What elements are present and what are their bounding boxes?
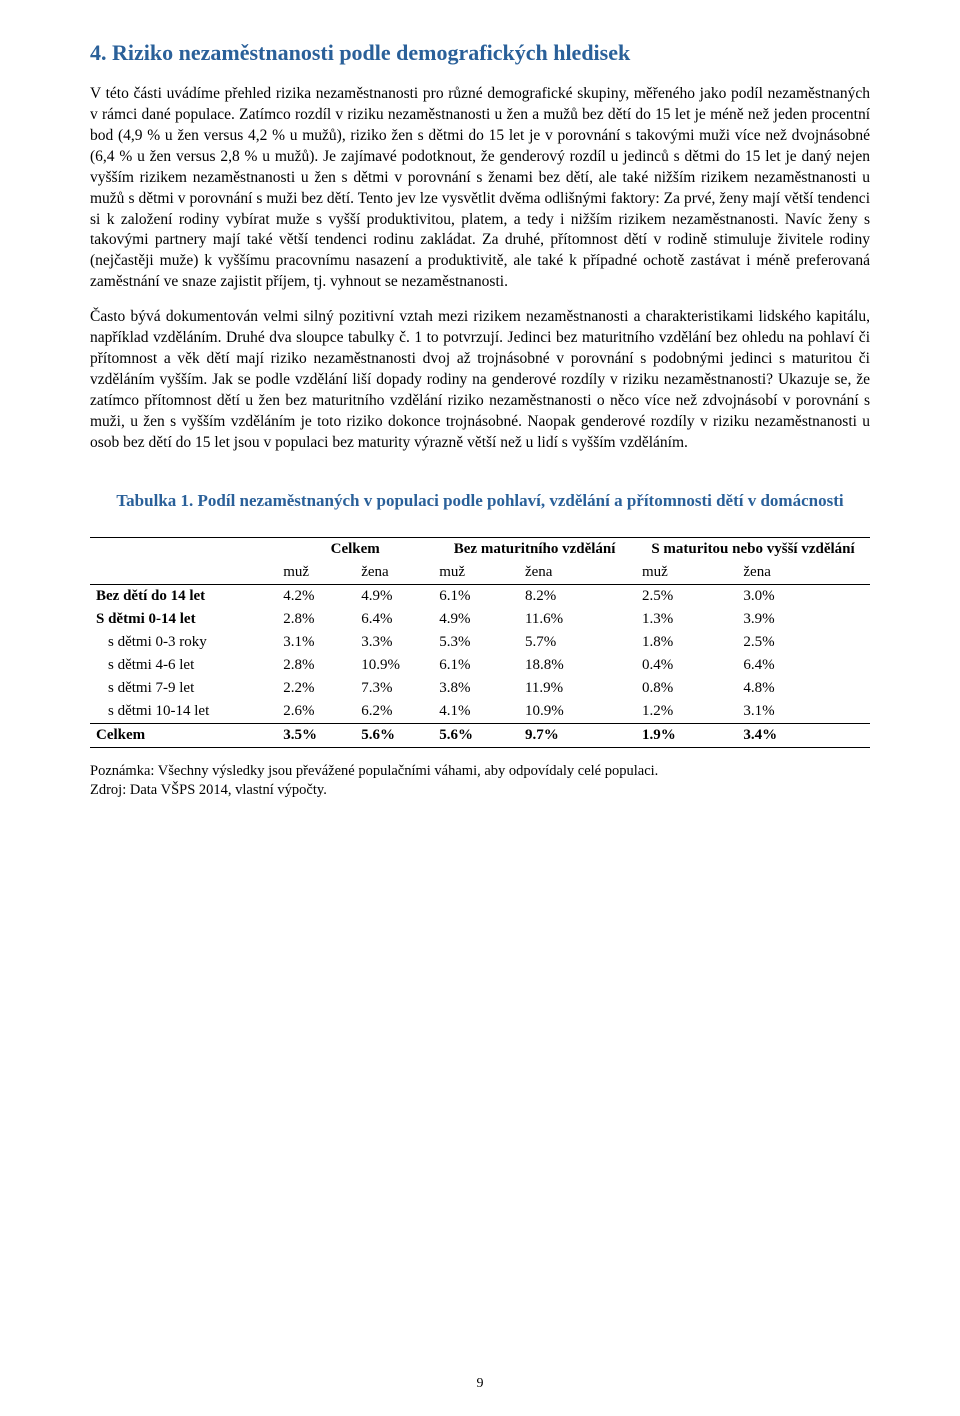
table-total-row: Celkem3.5%5.6%5.6%9.7%1.9%3.4%	[90, 723, 870, 747]
table-cell: 18.8%	[519, 654, 636, 677]
table-cell: 2.5%	[737, 631, 870, 654]
table-body: Bez dětí do 14 let4.2%4.9%6.1%8.2%2.5%3.…	[90, 584, 870, 747]
row-label: s dětmi 4-6 let	[90, 654, 277, 677]
group-header-blank	[90, 537, 277, 561]
table-cell: 2.6%	[277, 700, 355, 724]
table-row: s dětmi 4-6 let2.8%10.9%6.1%18.8%0.4%6.4…	[90, 654, 870, 677]
table-cell: 5.6%	[355, 723, 433, 747]
table-cell: 6.2%	[355, 700, 433, 724]
note-line-2: Zdroj: Data VŠPS 2014, vlastní výpočty.	[90, 781, 870, 801]
sub-header-5: muž	[636, 561, 737, 585]
table-cell: 0.8%	[636, 677, 737, 700]
paragraph-1: V této části uvádíme přehled rizika neza…	[90, 84, 870, 293]
sub-header-2: žena	[355, 561, 433, 585]
table-cell: 1.2%	[636, 700, 737, 724]
row-label: Celkem	[90, 723, 277, 747]
row-label: s dětmi 10-14 let	[90, 700, 277, 724]
table-cell: 4.9%	[433, 608, 519, 631]
group-header-edu: S maturitou nebo vyšší vzdělání	[636, 537, 870, 561]
row-label: s dětmi 0-3 roky	[90, 631, 277, 654]
table-notes: Poznámka: Všechny výsledky jsou převážen…	[90, 762, 870, 801]
table-cell: 0.4%	[636, 654, 737, 677]
table-cell: 9.7%	[519, 723, 636, 747]
sub-header-0	[90, 561, 277, 585]
table-cell: 1.3%	[636, 608, 737, 631]
table-cell: 7.3%	[355, 677, 433, 700]
unemployment-table: Celkem Bez maturitního vzdělání S maturi…	[90, 537, 870, 748]
sub-header-3: muž	[433, 561, 519, 585]
table-cell: 6.4%	[355, 608, 433, 631]
document-page: 4. Riziko nezaměstnanosti podle demograf…	[0, 0, 960, 1416]
table-cell: 3.3%	[355, 631, 433, 654]
paragraph-2: Často bývá dokumentován velmi silný pozi…	[90, 307, 870, 453]
table-row: S dětmi 0-14 let2.8%6.4%4.9%11.6%1.3%3.9…	[90, 608, 870, 631]
table-cell: 1.9%	[636, 723, 737, 747]
table-cell: 5.7%	[519, 631, 636, 654]
table-cell: 1.8%	[636, 631, 737, 654]
table-cell: 4.8%	[737, 677, 870, 700]
table-cell: 4.2%	[277, 584, 355, 608]
section-heading: 4. Riziko nezaměstnanosti podle demograf…	[90, 40, 870, 66]
row-label: S dětmi 0-14 let	[90, 608, 277, 631]
table-title: Tabulka 1. Podíl nezaměstnaných v popula…	[90, 490, 870, 513]
page-number: 9	[0, 1376, 960, 1392]
row-label: s dětmi 7-9 let	[90, 677, 277, 700]
table-cell: 2.5%	[636, 584, 737, 608]
table-cell: 3.9%	[737, 608, 870, 631]
group-header-noedu: Bez maturitního vzdělání	[433, 537, 636, 561]
sub-header-6: žena	[737, 561, 870, 585]
sub-header-4: žena	[519, 561, 636, 585]
table-cell: 3.1%	[277, 631, 355, 654]
table-cell: 2.2%	[277, 677, 355, 700]
table-cell: 4.9%	[355, 584, 433, 608]
table-cell: 11.6%	[519, 608, 636, 631]
table-cell: 5.3%	[433, 631, 519, 654]
table-cell: 6.1%	[433, 654, 519, 677]
table-row: Bez dětí do 14 let4.2%4.9%6.1%8.2%2.5%3.…	[90, 584, 870, 608]
table-sub-header-row: muž žena muž žena muž žena	[90, 561, 870, 585]
table-cell: 5.6%	[433, 723, 519, 747]
table-cell: 3.4%	[737, 723, 870, 747]
note-line-1: Poznámka: Všechny výsledky jsou převážen…	[90, 762, 870, 782]
table-row: s dětmi 0-3 roky3.1%3.3%5.3%5.7%1.8%2.5%	[90, 631, 870, 654]
table-cell: 8.2%	[519, 584, 636, 608]
table-cell: 6.1%	[433, 584, 519, 608]
table-cell: 3.5%	[277, 723, 355, 747]
table-cell: 4.1%	[433, 700, 519, 724]
sub-header-1: muž	[277, 561, 355, 585]
table-cell: 3.1%	[737, 700, 870, 724]
table-cell: 2.8%	[277, 654, 355, 677]
group-header-total: Celkem	[277, 537, 433, 561]
table-group-header-row: Celkem Bez maturitního vzdělání S maturi…	[90, 537, 870, 561]
table-cell: 2.8%	[277, 608, 355, 631]
row-label: Bez dětí do 14 let	[90, 584, 277, 608]
table-cell: 3.8%	[433, 677, 519, 700]
table-row: s dětmi 7-9 let2.2%7.3%3.8%11.9%0.8%4.8%	[90, 677, 870, 700]
table-row: s dětmi 10-14 let2.6%6.2%4.1%10.9%1.2%3.…	[90, 700, 870, 724]
table-cell: 3.0%	[737, 584, 870, 608]
table-cell: 10.9%	[355, 654, 433, 677]
table-cell: 11.9%	[519, 677, 636, 700]
table-cell: 6.4%	[737, 654, 870, 677]
table-cell: 10.9%	[519, 700, 636, 724]
